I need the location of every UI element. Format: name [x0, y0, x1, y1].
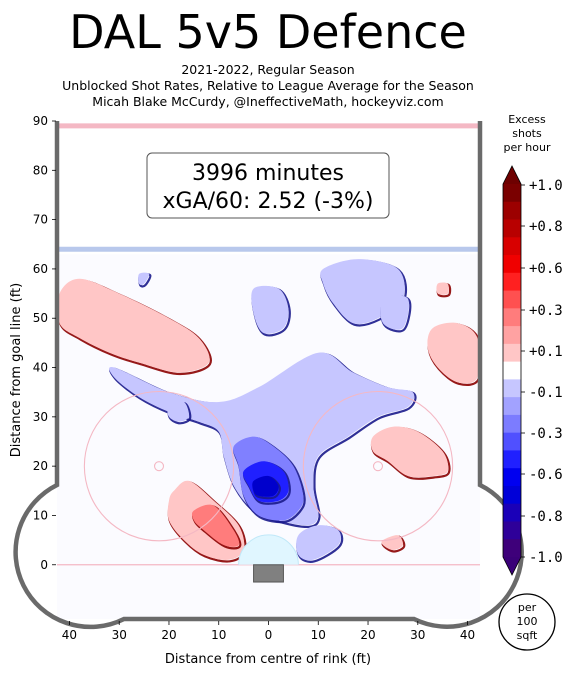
- x-tick-label-3: 10: [211, 628, 226, 642]
- unit-circle: [498, 593, 556, 651]
- x-tick-label-8: 40: [460, 628, 475, 642]
- region-negative-9: [138, 272, 150, 285]
- colorbar-swatch-17: [503, 485, 521, 505]
- y-tick-label-7: 70: [33, 213, 48, 227]
- subtitle-season: 2021-2022, Regular Season: [181, 62, 355, 77]
- region-positive-3: [191, 504, 240, 547]
- y-tick-label-6: 60: [33, 262, 48, 276]
- colorbar-tick-label-2: +0.6: [529, 261, 563, 277]
- y-axis-label: Distance from goal line (ft): [9, 283, 24, 457]
- region-negative-14: [252, 475, 279, 497]
- colorbar-swatch-14: [503, 432, 521, 451]
- subtitle-description: Unblocked Shot Rates, Relative to League…: [62, 78, 474, 93]
- colorbar-bottom-arrow: [503, 557, 521, 575]
- colorbar-swatch-0: [503, 184, 521, 203]
- unit-line3: sqft: [517, 629, 538, 642]
- x-tick-label-0: 40: [62, 628, 77, 642]
- rink-markings: [13, 121, 524, 630]
- minutes-label: 3996 minutes: [192, 161, 344, 186]
- colorbar-tick-label-1: +0.8: [529, 219, 563, 235]
- colorbar-swatch-2: [503, 219, 521, 238]
- region-positive-6: [436, 282, 449, 295]
- x-axis-label: Distance from centre of rink (ft): [165, 652, 371, 667]
- region-negative-8: [251, 285, 289, 334]
- y-tick-label-0: 0: [40, 558, 48, 572]
- goal-net: [253, 564, 284, 583]
- x-tick-label-2: 20: [161, 628, 176, 642]
- colorbar-tick-label-6: -0.3: [529, 426, 563, 442]
- colorbar-tick-label-7: -0.6: [529, 467, 563, 483]
- y-tick-label-1: 10: [33, 508, 48, 522]
- region-positive-4: [370, 426, 449, 478]
- x-tick-label-7: 30: [410, 628, 425, 642]
- faceoff-circle-1: [302, 390, 454, 542]
- colorbar-swatch-18: [503, 503, 521, 522]
- colorbar-swatch-5: [503, 272, 521, 292]
- colorbar-title-line3: per hour: [504, 141, 551, 154]
- x-tick-label-4: 0: [265, 628, 273, 642]
- y-tick-label-2: 20: [33, 459, 48, 473]
- colorbar-swatch-13: [503, 414, 521, 434]
- region-positive-5: [381, 535, 404, 550]
- colorbar-swatch-7: [503, 308, 521, 327]
- colorbar-swatch-16: [503, 468, 521, 487]
- colorbar-swatch-6: [503, 290, 521, 309]
- colorbar-swatch-20: [503, 539, 521, 558]
- faceoff-dot-0: [153, 461, 165, 472]
- region-negative-15: [167, 401, 190, 422]
- region-negative-10: [380, 295, 410, 330]
- colorbar-tick-label-8: -0.8: [529, 509, 563, 525]
- y-tick-label-3: 30: [33, 410, 48, 424]
- colorbar-swatch-4: [503, 255, 521, 274]
- axes: 40 30 20 10 0 10 20 30 40 0 10 20 30 40 50 60 70 80 90: [33, 114, 475, 642]
- region-negative-16: [296, 525, 341, 561]
- colorbar-swatch-1: [503, 201, 521, 221]
- colorbar-title-line2: shots: [512, 127, 542, 140]
- colorbar-title-line1: Excess: [508, 113, 546, 126]
- colorbar-swatch-11: [503, 379, 521, 398]
- colorbar-tick-label-9: -1.0: [529, 550, 563, 566]
- y-tick-label-9: 90: [33, 114, 48, 128]
- x-tick-label-5: 10: [311, 628, 326, 642]
- y-tick-label-4: 40: [33, 361, 48, 375]
- colorbar-swatch-15: [503, 450, 521, 469]
- faceoff-dot-1: [372, 461, 384, 472]
- colorbar-swatch-8: [503, 326, 521, 345]
- colorbar-swatch-10: [503, 361, 521, 380]
- colorbar: +1.0 +0.8 +0.6 +0.3 +0.1 -0.1 -0.3 -0.6 -0.8 -1.0: [502, 165, 563, 576]
- colorbar-swatch-19: [503, 521, 521, 540]
- colorbar-swatch-3: [503, 237, 521, 256]
- y-tick-label-8: 80: [33, 163, 48, 177]
- colorbar-tick-label-5: -0.1: [529, 385, 563, 401]
- shot-rate-regions: [57, 259, 483, 563]
- chart-title: DAL 5v5 Defence: [69, 5, 467, 59]
- y-tick-label-5: 50: [33, 311, 48, 325]
- unit-line1: per: [518, 601, 537, 614]
- x-tick-label-1: 30: [112, 628, 127, 642]
- region-positive-1: [427, 322, 480, 384]
- info-box: [146, 152, 390, 219]
- goal-crease: [238, 534, 299, 565]
- colorbar-tick-label-4: +0.1: [529, 344, 563, 360]
- colorbar-tick-label-0: +1.0: [529, 178, 563, 194]
- region-positive-0: [57, 278, 210, 373]
- xga-label: xGA/60: 2.52 (-3%): [163, 189, 374, 214]
- colorbar-top-arrow: [503, 166, 521, 184]
- faceoff-circle-0: [83, 390, 235, 542]
- unit-line2: 100: [517, 615, 538, 628]
- colorbar-tick-label-3: +0.3: [529, 303, 563, 319]
- subtitle-author: Micah Blake McCurdy, @IneffectiveMath, h…: [92, 94, 444, 109]
- colorbar-swatch-12: [503, 397, 521, 416]
- x-tick-label-6: 20: [360, 628, 375, 642]
- colorbar-swatch-9: [503, 343, 521, 363]
